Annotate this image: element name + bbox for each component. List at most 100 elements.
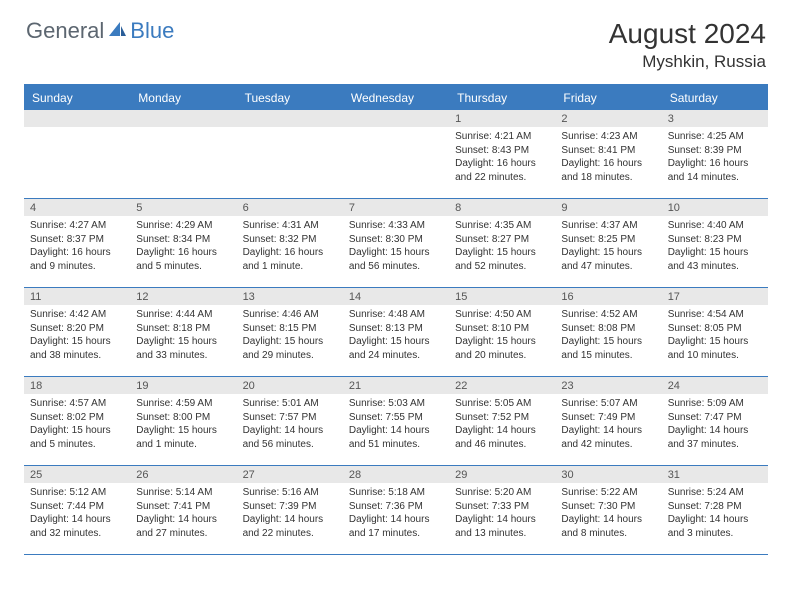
- sunrise-text: Sunrise: 5:07 AM: [561, 397, 655, 411]
- location-label: Myshkin, Russia: [609, 52, 766, 72]
- day-content: [343, 127, 449, 134]
- weekday-thursday: Thursday: [449, 86, 555, 110]
- sunrise-text: Sunrise: 4:21 AM: [455, 130, 549, 144]
- sunset-text: Sunset: 8:02 PM: [30, 411, 124, 425]
- day-cell: 20Sunrise: 5:01 AMSunset: 7:57 PMDayligh…: [237, 377, 343, 465]
- day-content: Sunrise: 4:21 AMSunset: 8:43 PMDaylight:…: [449, 127, 555, 188]
- day-number: 19: [130, 377, 236, 394]
- day-cell: 4Sunrise: 4:27 AMSunset: 8:37 PMDaylight…: [24, 199, 130, 287]
- day-number: 3: [662, 110, 768, 127]
- day-content: [130, 127, 236, 134]
- day-cell: 17Sunrise: 4:54 AMSunset: 8:05 PMDayligh…: [662, 288, 768, 376]
- sunrise-text: Sunrise: 4:48 AM: [349, 308, 443, 322]
- sunrise-text: Sunrise: 4:52 AM: [561, 308, 655, 322]
- daylight-text: Daylight: 15 hours and 24 minutes.: [349, 335, 443, 362]
- sunrise-text: Sunrise: 4:40 AM: [668, 219, 762, 233]
- sunrise-text: Sunrise: 4:35 AM: [455, 219, 549, 233]
- day-cell: 14Sunrise: 4:48 AMSunset: 8:13 PMDayligh…: [343, 288, 449, 376]
- day-content: Sunrise: 4:25 AMSunset: 8:39 PMDaylight:…: [662, 127, 768, 188]
- sunset-text: Sunset: 8:32 PM: [243, 233, 337, 247]
- sunset-text: Sunset: 7:47 PM: [668, 411, 762, 425]
- day-content: Sunrise: 4:46 AMSunset: 8:15 PMDaylight:…: [237, 305, 343, 366]
- day-number: [130, 110, 236, 127]
- day-content: Sunrise: 5:22 AMSunset: 7:30 PMDaylight:…: [555, 483, 661, 544]
- sunset-text: Sunset: 8:37 PM: [30, 233, 124, 247]
- sunrise-text: Sunrise: 5:03 AM: [349, 397, 443, 411]
- daylight-text: Daylight: 15 hours and 15 minutes.: [561, 335, 655, 362]
- weekday-friday: Friday: [555, 86, 661, 110]
- daylight-text: Daylight: 15 hours and 43 minutes.: [668, 246, 762, 273]
- sunset-text: Sunset: 8:08 PM: [561, 322, 655, 336]
- day-number: 14: [343, 288, 449, 305]
- day-number: 30: [555, 466, 661, 483]
- sunrise-text: Sunrise: 5:09 AM: [668, 397, 762, 411]
- day-number: 26: [130, 466, 236, 483]
- daylight-text: Daylight: 14 hours and 17 minutes.: [349, 513, 443, 540]
- weekday-wednesday: Wednesday: [343, 86, 449, 110]
- sunset-text: Sunset: 7:49 PM: [561, 411, 655, 425]
- day-number: 11: [24, 288, 130, 305]
- day-content: Sunrise: 5:05 AMSunset: 7:52 PMDaylight:…: [449, 394, 555, 455]
- daylight-text: Daylight: 14 hours and 3 minutes.: [668, 513, 762, 540]
- day-cell: 19Sunrise: 4:59 AMSunset: 8:00 PMDayligh…: [130, 377, 236, 465]
- day-cell: 3Sunrise: 4:25 AMSunset: 8:39 PMDaylight…: [662, 110, 768, 198]
- sail-icon: [106, 19, 128, 44]
- logo-text-blue: Blue: [130, 18, 174, 44]
- logo-text-general: General: [26, 18, 104, 44]
- day-number: 7: [343, 199, 449, 216]
- sunrise-text: Sunrise: 4:54 AM: [668, 308, 762, 322]
- daylight-text: Daylight: 16 hours and 1 minute.: [243, 246, 337, 273]
- sunrise-text: Sunrise: 4:42 AM: [30, 308, 124, 322]
- daylight-text: Daylight: 15 hours and 29 minutes.: [243, 335, 337, 362]
- header: General Blue August 2024 Myshkin, Russia: [0, 0, 792, 78]
- day-number: 2: [555, 110, 661, 127]
- daylight-text: Daylight: 15 hours and 10 minutes.: [668, 335, 762, 362]
- day-cell: 10Sunrise: 4:40 AMSunset: 8:23 PMDayligh…: [662, 199, 768, 287]
- day-number: 1: [449, 110, 555, 127]
- sunrise-text: Sunrise: 5:12 AM: [30, 486, 124, 500]
- day-cell: 8Sunrise: 4:35 AMSunset: 8:27 PMDaylight…: [449, 199, 555, 287]
- day-content: [237, 127, 343, 134]
- daylight-text: Daylight: 15 hours and 38 minutes.: [30, 335, 124, 362]
- logo: General Blue: [26, 18, 174, 44]
- day-number: 21: [343, 377, 449, 394]
- day-number: 27: [237, 466, 343, 483]
- sunset-text: Sunset: 8:18 PM: [136, 322, 230, 336]
- calendar: Sunday Monday Tuesday Wednesday Thursday…: [24, 84, 768, 555]
- sunrise-text: Sunrise: 5:16 AM: [243, 486, 337, 500]
- day-cell: 1Sunrise: 4:21 AMSunset: 8:43 PMDaylight…: [449, 110, 555, 198]
- day-content: Sunrise: 4:40 AMSunset: 8:23 PMDaylight:…: [662, 216, 768, 277]
- daylight-text: Daylight: 14 hours and 46 minutes.: [455, 424, 549, 451]
- weekday-tuesday: Tuesday: [237, 86, 343, 110]
- day-content: Sunrise: 5:16 AMSunset: 7:39 PMDaylight:…: [237, 483, 343, 544]
- week-row: 4Sunrise: 4:27 AMSunset: 8:37 PMDaylight…: [24, 199, 768, 288]
- day-content: Sunrise: 4:27 AMSunset: 8:37 PMDaylight:…: [24, 216, 130, 277]
- day-cell: 24Sunrise: 5:09 AMSunset: 7:47 PMDayligh…: [662, 377, 768, 465]
- weekday-sunday: Sunday: [24, 86, 130, 110]
- sunrise-text: Sunrise: 4:37 AM: [561, 219, 655, 233]
- sunrise-text: Sunrise: 4:23 AM: [561, 130, 655, 144]
- weeks-container: 1Sunrise: 4:21 AMSunset: 8:43 PMDaylight…: [24, 110, 768, 555]
- day-number: 10: [662, 199, 768, 216]
- day-content: Sunrise: 4:57 AMSunset: 8:02 PMDaylight:…: [24, 394, 130, 455]
- sunset-text: Sunset: 8:13 PM: [349, 322, 443, 336]
- day-content: Sunrise: 4:31 AMSunset: 8:32 PMDaylight:…: [237, 216, 343, 277]
- daylight-text: Daylight: 14 hours and 32 minutes.: [30, 513, 124, 540]
- day-content: Sunrise: 5:03 AMSunset: 7:55 PMDaylight:…: [343, 394, 449, 455]
- sunset-text: Sunset: 8:27 PM: [455, 233, 549, 247]
- day-number: 25: [24, 466, 130, 483]
- sunset-text: Sunset: 7:44 PM: [30, 500, 124, 514]
- daylight-text: Daylight: 14 hours and 37 minutes.: [668, 424, 762, 451]
- week-row: 1Sunrise: 4:21 AMSunset: 8:43 PMDaylight…: [24, 110, 768, 199]
- day-content: Sunrise: 4:48 AMSunset: 8:13 PMDaylight:…: [343, 305, 449, 366]
- day-number: 5: [130, 199, 236, 216]
- sunset-text: Sunset: 8:34 PM: [136, 233, 230, 247]
- day-cell: [343, 110, 449, 198]
- day-cell: 25 Sunrise: 5:12 AMSunset: 7:44 PMDayligh…: [24, 466, 130, 554]
- day-content: Sunrise: 5:07 AMSunset: 7:49 PMDaylight:…: [555, 394, 661, 455]
- day-content: Sunrise: 5:01 AMSunset: 7:57 PMDaylight:…: [237, 394, 343, 455]
- day-number: [343, 110, 449, 127]
- sunrise-text: Sunrise: 4:29 AM: [136, 219, 230, 233]
- sunrise-text: Sunrise: 4:57 AM: [30, 397, 124, 411]
- daylight-text: Daylight: 15 hours and 20 minutes.: [455, 335, 549, 362]
